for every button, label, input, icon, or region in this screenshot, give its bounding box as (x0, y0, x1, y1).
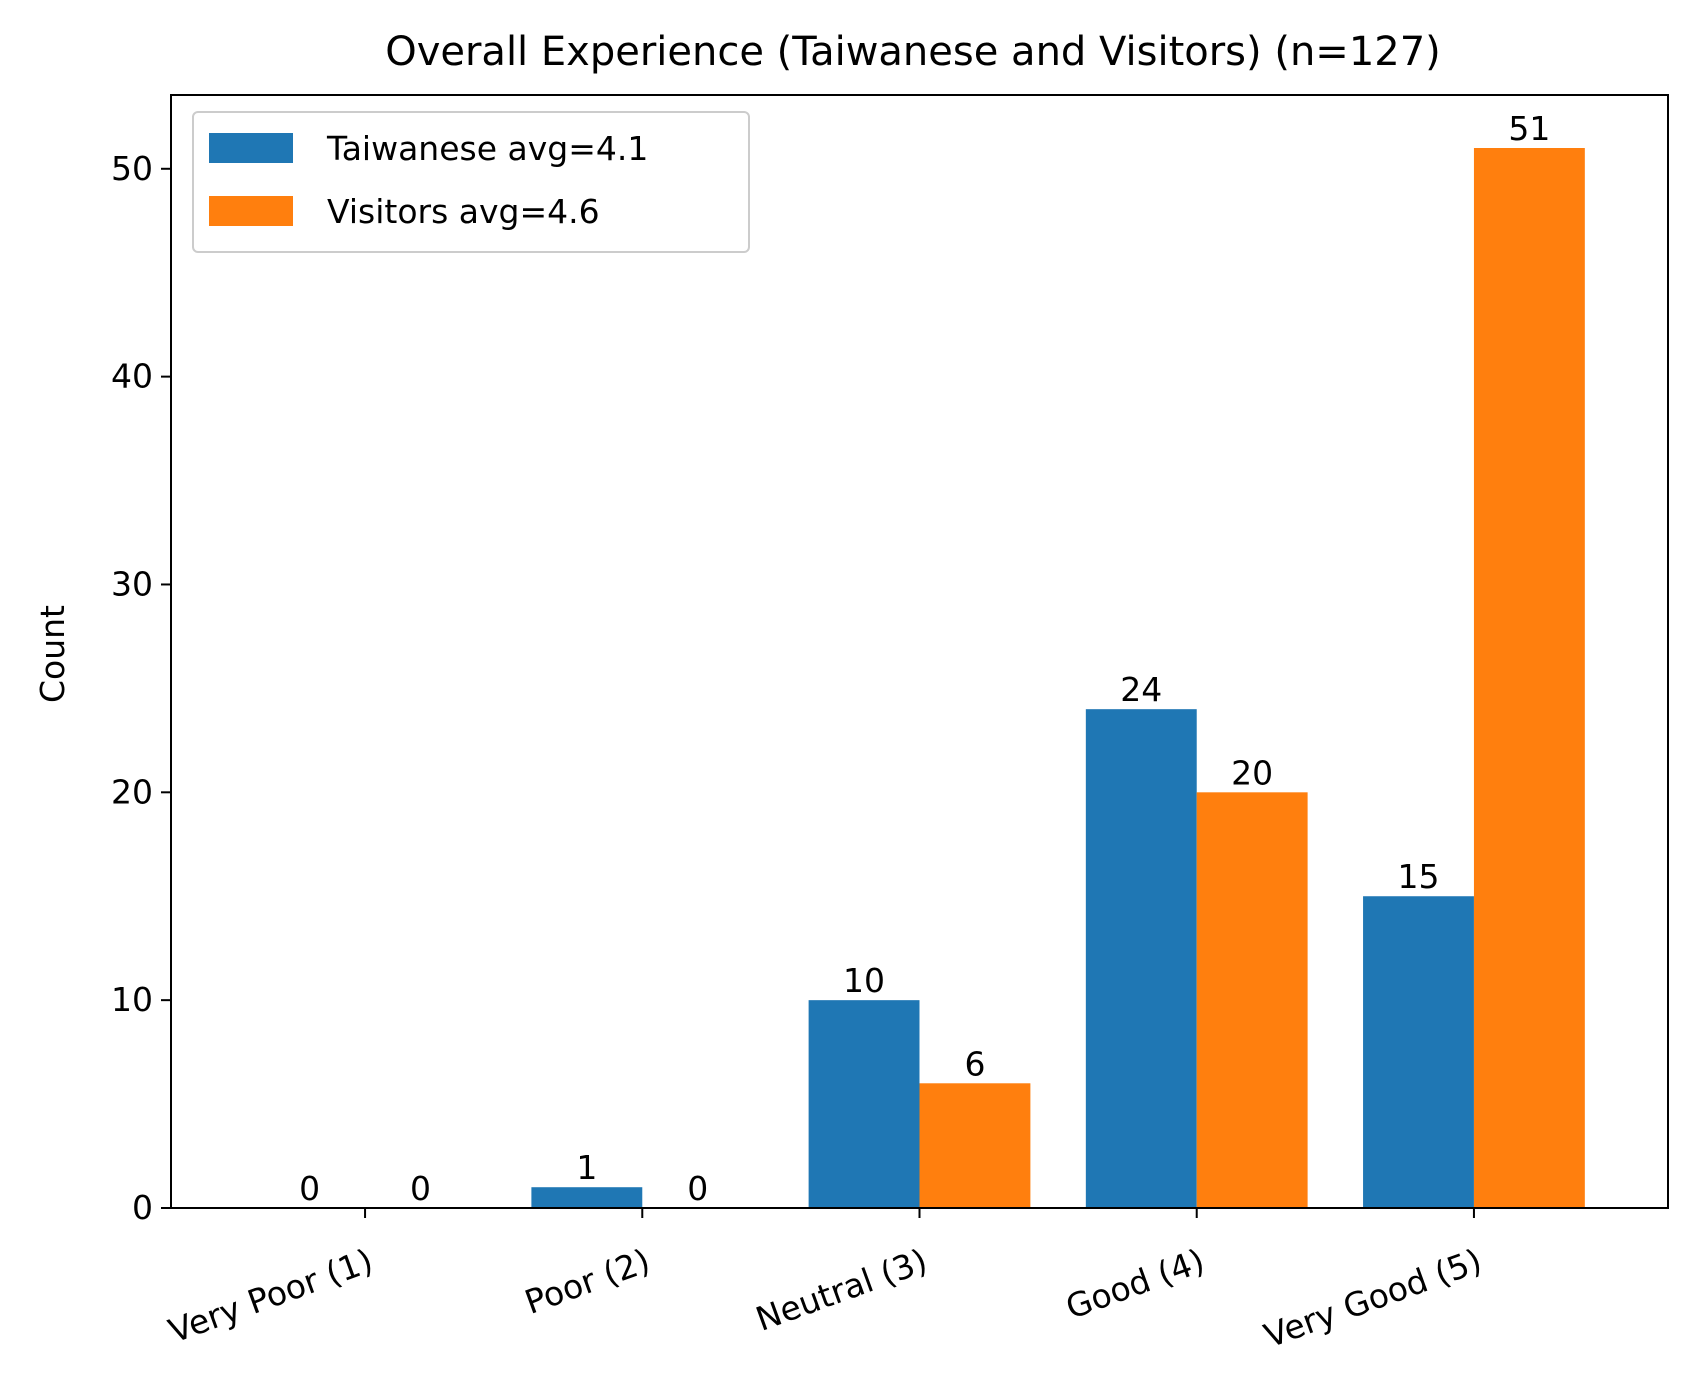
bars-group (531, 148, 1585, 1208)
data-label-1-2: 6 (964, 1044, 985, 1083)
chart-title: Overall Experience (Taiwanese and Visito… (385, 29, 1441, 75)
y-tick-label-3: 30 (111, 564, 153, 603)
bar-0-4 (1363, 896, 1474, 1208)
bar-0-3 (1085, 709, 1197, 1208)
bar-0-1 (531, 1187, 643, 1208)
data-label-0-1: 1 (576, 1148, 597, 1187)
legend-swatch-0 (209, 133, 293, 163)
plot-frame (170, 94, 1669, 1209)
y-tick-label-5: 50 (111, 149, 153, 188)
bar-1-3 (1196, 792, 1308, 1208)
y-tick-label-4: 40 (111, 357, 153, 396)
y-tick-label-2: 20 (111, 772, 153, 811)
data-label-1-1: 0 (687, 1169, 708, 1208)
data-label-0-3: 24 (1120, 670, 1162, 709)
bar-1-2 (919, 1083, 1031, 1208)
bar-1-4 (1473, 148, 1585, 1208)
data-labels-group: 0 1 10 24 15 0 0 6 20 51 (299, 109, 1550, 1208)
data-label-0-4: 15 (1398, 857, 1440, 896)
y-tick-label-0: 0 (132, 1188, 153, 1227)
data-label-1-3: 20 (1231, 753, 1273, 792)
legend-box (192, 111, 750, 253)
data-label-0-2: 10 (843, 961, 885, 1000)
data-label-0-0: 0 (299, 1169, 320, 1208)
legend-swatch-1 (209, 196, 293, 226)
data-label-1-0: 0 (410, 1169, 431, 1208)
y-axis-label: Count (33, 605, 72, 703)
data-label-1-4: 51 (1508, 109, 1550, 148)
bar-0-2 (808, 1000, 920, 1208)
y-axis: 0 10 20 30 40 50 (111, 149, 171, 1227)
legend-label-1: Visitors avg=4.6 (327, 192, 600, 231)
legend: Taiwanese avg=4.1 Visitors avg=4.6 (192, 111, 750, 253)
y-tick-label-1: 10 (111, 980, 153, 1019)
legend-label-0: Taiwanese avg=4.1 (326, 129, 648, 168)
